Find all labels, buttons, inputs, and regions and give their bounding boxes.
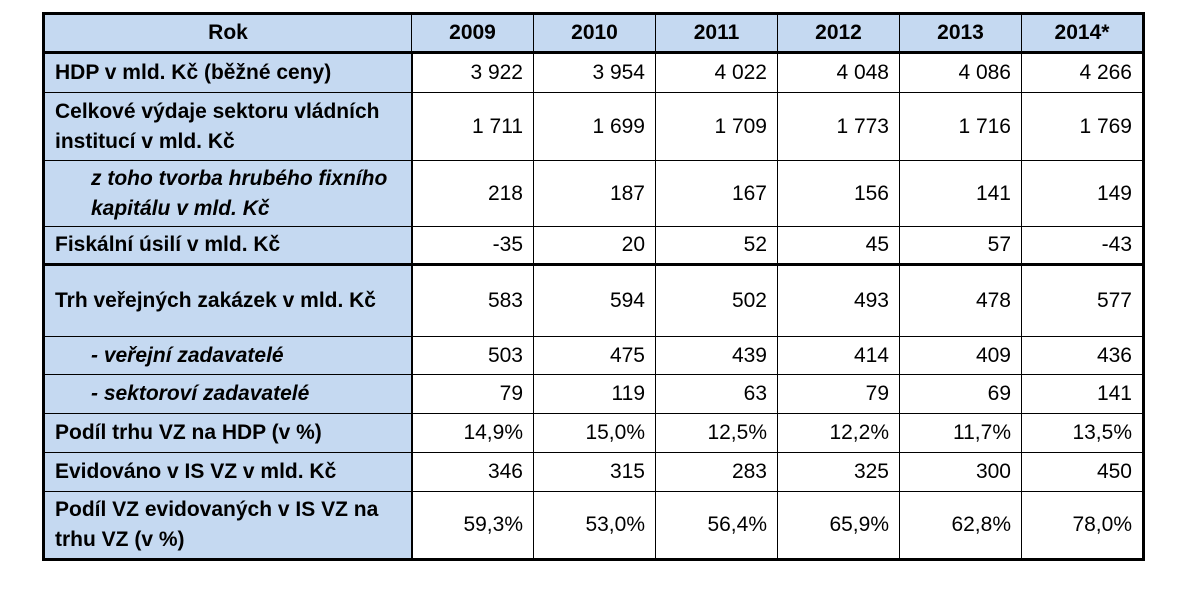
row-label: Podíl VZ evidovaných v IS VZ na trhu VZ …: [43, 491, 413, 560]
value-cell: 1 709: [655, 92, 778, 161]
value-cell: 450: [1021, 452, 1144, 492]
table-row: HDP v mld. Kč (běžné ceny) 3 922 3 954 4…: [43, 52, 1144, 93]
value-cell: 3 922: [411, 52, 534, 93]
value-cell: 439: [655, 336, 778, 375]
value-cell: 475: [533, 336, 656, 375]
value-cell: 149: [1021, 160, 1144, 227]
table-row: Trh veřejných zakázek v mld. Kč 583 594 …: [43, 263, 1144, 337]
header-year-cell: 2011: [655, 13, 778, 54]
value-cell: 414: [777, 336, 900, 375]
value-cell: 69: [899, 374, 1022, 414]
table-row: Fiskální úsilí v mld. Kč -35 20 52 45 57…: [43, 226, 1144, 265]
value-cell: 4 048: [777, 52, 900, 93]
table-row: z toho tvorba hrubého fixního kapitálu v…: [43, 160, 1144, 227]
value-cell: 583: [411, 263, 534, 337]
value-cell: 141: [899, 160, 1022, 227]
value-cell: 4 086: [899, 52, 1022, 93]
value-cell: 15,0%: [533, 413, 656, 453]
table-row: Evidováno v IS VZ v mld. Kč 346 315 283 …: [43, 452, 1144, 492]
value-cell: 62,8%: [899, 491, 1022, 560]
value-cell: 502: [655, 263, 778, 337]
row-label: z toho tvorba hrubého fixního kapitálu v…: [43, 160, 413, 227]
value-cell: 119: [533, 374, 656, 414]
value-cell: 52: [655, 226, 778, 265]
value-cell: 20: [533, 226, 656, 265]
value-cell: 283: [655, 452, 778, 492]
value-cell: 218: [411, 160, 534, 227]
value-cell: 409: [899, 336, 1022, 375]
value-cell: 493: [777, 263, 900, 337]
header-row: Rok 2009 2010 2011 2012 2013 2014*: [43, 13, 1144, 54]
value-cell: 4 266: [1021, 52, 1144, 93]
value-cell: 14,9%: [411, 413, 534, 453]
value-cell: 3 954: [533, 52, 656, 93]
value-cell: 325: [777, 452, 900, 492]
header-year-cell: 2012: [777, 13, 900, 54]
value-cell: 503: [411, 336, 534, 375]
table-row: Podíl trhu VZ na HDP (v %) 14,9% 15,0% 1…: [43, 413, 1144, 453]
header-year-cell: 2010: [533, 13, 656, 54]
value-cell: 594: [533, 263, 656, 337]
value-cell: 12,2%: [777, 413, 900, 453]
value-cell: 478: [899, 263, 1022, 337]
row-label: - sektoroví zadavatelé: [43, 374, 413, 414]
value-cell: 79: [411, 374, 534, 414]
value-cell: 315: [533, 452, 656, 492]
row-label: - veřejní zadavatelé: [43, 336, 413, 375]
value-cell: 436: [1021, 336, 1144, 375]
row-label: Fiskální úsilí v mld. Kč: [43, 226, 413, 265]
table-row: Celkové výdaje sektoru vládních instituc…: [43, 92, 1144, 161]
value-cell: 1 769: [1021, 92, 1144, 161]
value-cell: 1 699: [533, 92, 656, 161]
value-cell: 1 773: [777, 92, 900, 161]
value-cell: 141: [1021, 374, 1144, 414]
header-label-cell: Rok: [43, 13, 412, 54]
value-cell: 45: [777, 226, 900, 265]
value-cell: 56,4%: [655, 491, 778, 560]
value-cell: 577: [1021, 263, 1144, 337]
value-cell: 300: [899, 452, 1022, 492]
header-year-cell: 2009: [411, 13, 534, 54]
value-cell: -35: [411, 226, 534, 265]
value-cell: -43: [1021, 226, 1144, 265]
table-row: - sektoroví zadavatelé 79 119 63 79 69 1…: [43, 374, 1144, 414]
value-cell: 13,5%: [1021, 413, 1144, 453]
value-cell: 11,7%: [899, 413, 1022, 453]
value-cell: 156: [777, 160, 900, 227]
row-label: Podíl trhu VZ na HDP (v %): [43, 413, 413, 453]
value-cell: 167: [655, 160, 778, 227]
header-year-cell: 2014*: [1021, 13, 1144, 54]
value-cell: 346: [411, 452, 534, 492]
value-cell: 12,5%: [655, 413, 778, 453]
value-cell: 187: [533, 160, 656, 227]
value-cell: 59,3%: [411, 491, 534, 560]
row-label: Celkové výdaje sektoru vládních instituc…: [43, 92, 413, 161]
value-cell: 63: [655, 374, 778, 414]
value-cell: 53,0%: [533, 491, 656, 560]
value-cell: 57: [899, 226, 1022, 265]
row-label: HDP v mld. Kč (běžné ceny): [43, 52, 413, 93]
value-cell: 1 711: [411, 92, 534, 161]
row-label: Trh veřejných zakázek v mld. Kč: [43, 263, 413, 337]
table-row: Podíl VZ evidovaných v IS VZ na trhu VZ …: [43, 491, 1144, 560]
value-cell: 78,0%: [1021, 491, 1144, 560]
header-year-cell: 2013: [899, 13, 1022, 54]
row-label: Evidováno v IS VZ v mld. Kč: [43, 452, 413, 492]
data-table: Rok 2009 2010 2011 2012 2013 2014* HDP v…: [42, 12, 1145, 561]
value-cell: 4 022: [655, 52, 778, 93]
value-cell: 79: [777, 374, 900, 414]
value-cell: 65,9%: [777, 491, 900, 560]
value-cell: 1 716: [899, 92, 1022, 161]
table-row: - veřejní zadavatelé 503 475 439 414 409…: [43, 336, 1144, 375]
